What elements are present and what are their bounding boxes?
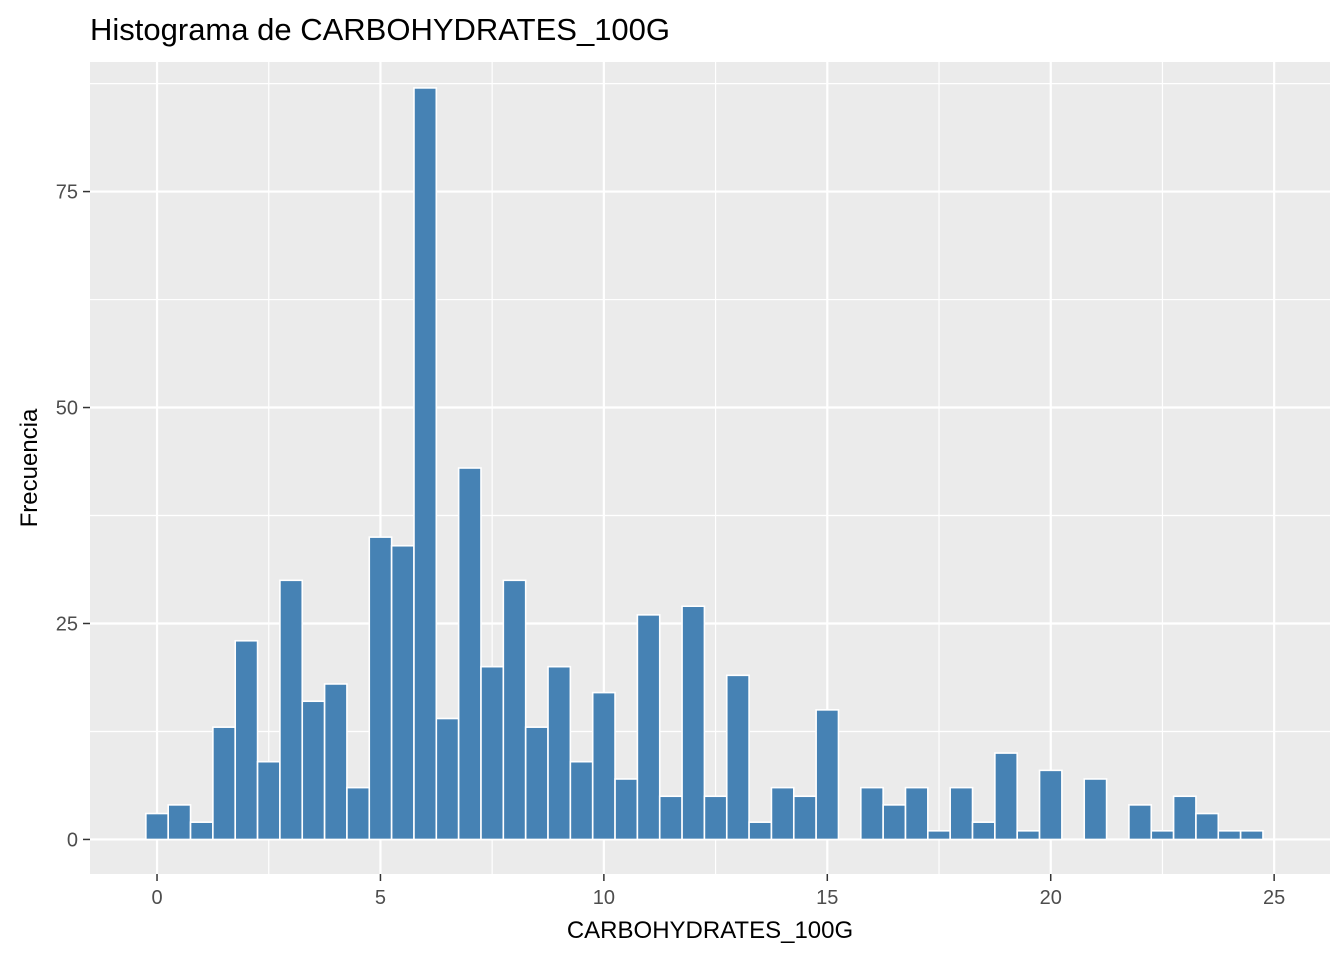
- histogram-bar: [860, 786, 884, 841]
- plot-panel: [90, 62, 1330, 874]
- histogram-bar: [1217, 830, 1242, 841]
- histogram-bar: [1016, 830, 1041, 841]
- histogram-bar: [904, 786, 929, 841]
- histogram-bar: [1038, 769, 1063, 841]
- x-tick-label: 20: [1040, 887, 1062, 909]
- histogram-bar: [167, 804, 192, 841]
- minor-gridlines: [90, 62, 1330, 874]
- histogram-bar: [1239, 830, 1264, 841]
- x-tick-label: 25: [1263, 887, 1285, 909]
- histogram-bar: [368, 536, 393, 841]
- y-tick-label: 75: [56, 182, 78, 204]
- histogram-bar: [435, 717, 460, 841]
- histogram-bar: [703, 795, 728, 841]
- chart-title: Histograma de CARBOHYDRATES_100G: [90, 12, 671, 47]
- histogram-bar: [1172, 795, 1197, 841]
- histogram-bars: [145, 87, 1264, 841]
- x-tick-label: 0: [151, 887, 162, 909]
- histogram-bar: [256, 760, 281, 841]
- histogram-bar: [301, 700, 326, 841]
- histogram-bar: [480, 665, 505, 841]
- histogram-bar: [770, 786, 795, 841]
- x-tick-label: 10: [593, 887, 615, 909]
- histogram-bar: [1150, 830, 1175, 841]
- x-tick-label: 15: [816, 887, 838, 909]
- histogram-bar: [994, 752, 1019, 841]
- histogram-bar: [614, 778, 639, 841]
- x-axis: 0 5 10 15 20 25: [151, 874, 1285, 909]
- histogram-bar: [1128, 804, 1153, 841]
- histogram-bar: [212, 726, 237, 841]
- y-tick-label: 0: [67, 829, 78, 851]
- histogram-bar: [1195, 812, 1220, 841]
- histogram-bar: [346, 786, 371, 841]
- histogram-bar: [815, 709, 840, 841]
- histogram-bar: [591, 691, 616, 841]
- histogram-bar: [524, 726, 549, 841]
- histogram-bar: [279, 579, 304, 841]
- y-axis-title: Frecuencia: [16, 408, 43, 527]
- histogram-bar: [569, 760, 594, 841]
- histogram-bar: [971, 821, 996, 841]
- histogram-bar: [145, 812, 169, 841]
- histogram-bar: [725, 674, 750, 841]
- histogram-bar: [681, 605, 706, 841]
- histogram-bar: [658, 795, 683, 841]
- histogram-bar: [189, 821, 214, 841]
- histogram-bar: [949, 786, 974, 841]
- x-axis-title: CARBOHYDRATES_100G: [567, 917, 853, 944]
- histogram-bar: [457, 467, 482, 841]
- histogram-bar: [927, 830, 951, 841]
- y-tick-label: 50: [56, 398, 78, 420]
- x-tick-label: 5: [375, 887, 386, 909]
- histogram-bar: [1083, 778, 1108, 841]
- histogram-bar: [547, 665, 572, 841]
- y-axis: 0 25 50 75: [56, 182, 90, 851]
- histogram-bar: [390, 544, 415, 841]
- histogram-bar: [413, 87, 438, 841]
- histogram-bar: [792, 795, 817, 841]
- histogram-bar: [502, 579, 527, 841]
- histogram-bar: [323, 683, 348, 841]
- histogram-bar: [882, 804, 907, 841]
- histogram-bar: [748, 821, 773, 841]
- histogram-bar: [636, 614, 661, 841]
- y-tick-label: 25: [56, 613, 78, 635]
- histogram-bar: [234, 639, 259, 841]
